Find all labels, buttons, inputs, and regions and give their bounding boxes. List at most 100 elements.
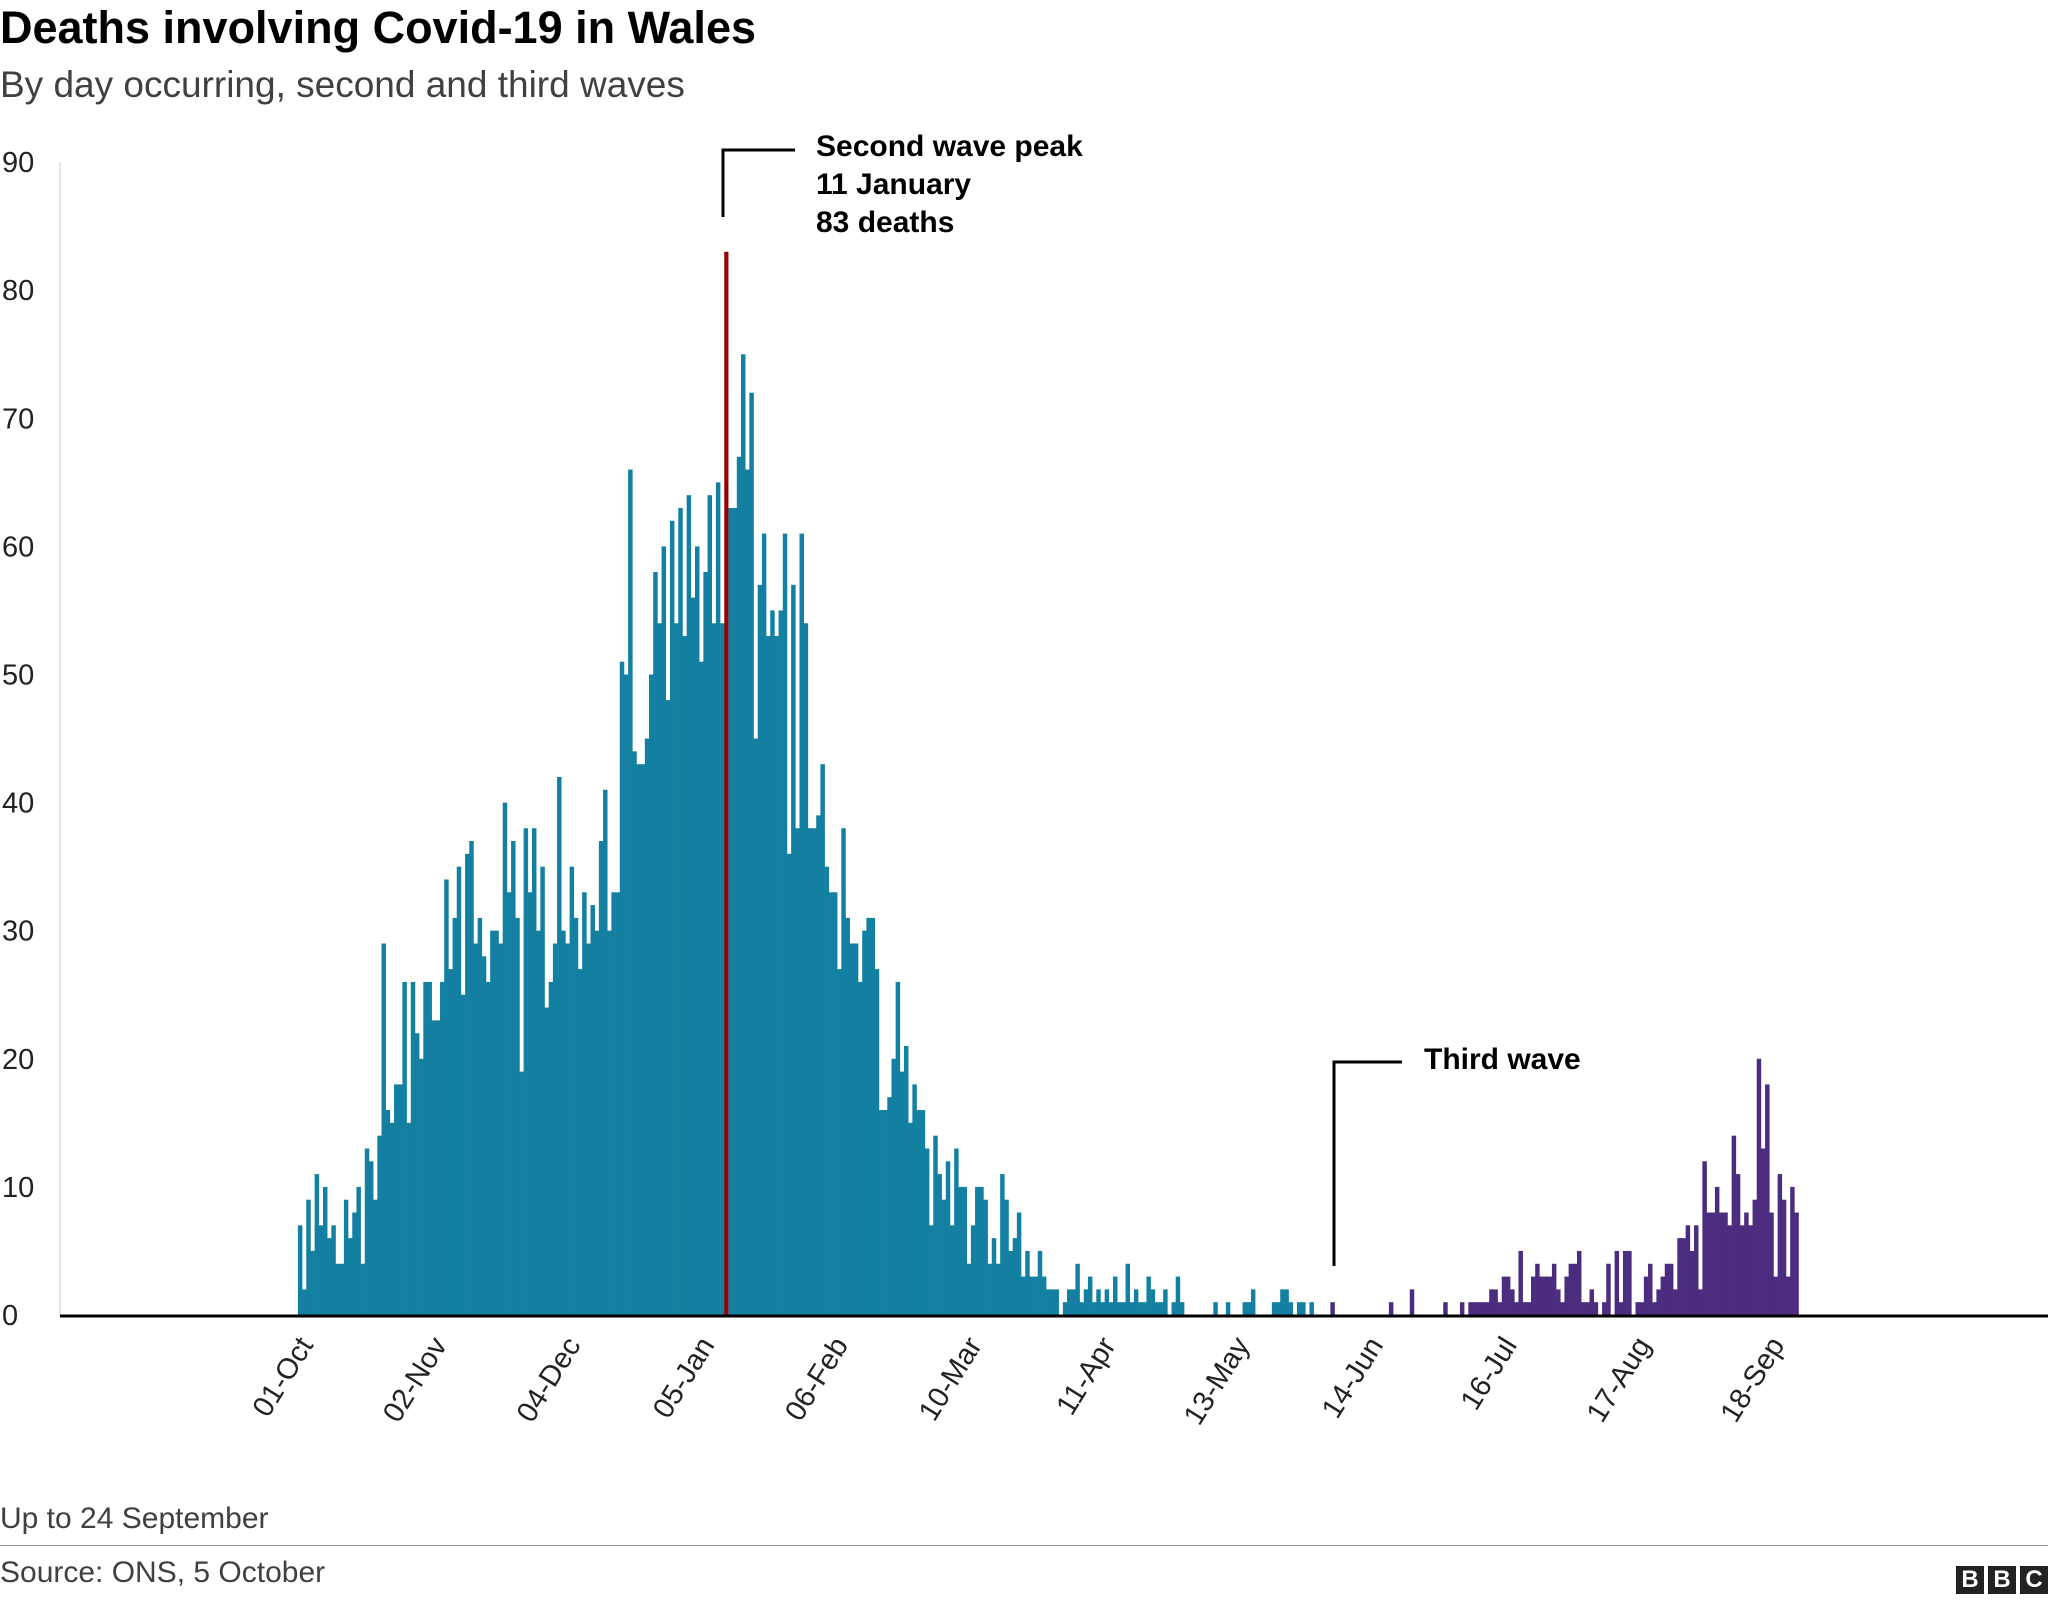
bar [414, 1033, 420, 1315]
bar [1409, 1289, 1415, 1315]
bar [669, 520, 675, 1315]
bar [870, 917, 876, 1315]
bar [327, 1238, 332, 1315]
bar [1309, 1302, 1314, 1315]
bar [1668, 1263, 1674, 1315]
bar [949, 1225, 955, 1315]
bar [594, 930, 600, 1315]
bar [410, 981, 416, 1315]
bar [1480, 1302, 1486, 1315]
bar [715, 482, 721, 1316]
bar [1288, 1302, 1294, 1315]
bar [1643, 1276, 1649, 1315]
bar [1100, 1302, 1105, 1315]
bar [427, 981, 432, 1315]
bar [1723, 1212, 1728, 1315]
bar [314, 1174, 320, 1315]
bar [1146, 1276, 1151, 1315]
x-tick-label: 06-Feb [779, 1332, 855, 1427]
bar [1301, 1302, 1306, 1315]
x-tick-label: 02-Nov [377, 1331, 454, 1428]
bar [1744, 1212, 1749, 1315]
bar [348, 1238, 353, 1315]
bar [736, 456, 742, 1316]
bar [557, 776, 562, 1315]
bar [636, 764, 641, 1315]
x-axis: 01-Oct 02-Nov 04-Dec 05-Jan 06-Feb 10-Mar 11-A… [60, 1314, 2048, 1431]
bar [665, 700, 671, 1315]
bar [1656, 1289, 1661, 1315]
bar [398, 1084, 403, 1315]
bar [1518, 1250, 1523, 1315]
bar [611, 892, 616, 1315]
bar [1489, 1289, 1494, 1315]
bar [1067, 1289, 1072, 1315]
bar [1681, 1238, 1686, 1315]
bar [916, 1110, 922, 1315]
bar [699, 661, 704, 1315]
bar [761, 533, 767, 1315]
bar [640, 764, 646, 1315]
bar [862, 930, 867, 1315]
bar [1108, 1302, 1114, 1315]
peak-annotation-text: Second wave peak [816, 130, 1083, 163]
bar [1179, 1302, 1185, 1315]
bar [1000, 1174, 1005, 1315]
bar [1037, 1250, 1043, 1315]
bar [460, 994, 466, 1315]
bar [1560, 1302, 1565, 1315]
bar [1572, 1263, 1578, 1315]
bar [373, 1199, 378, 1315]
y-axis: 0 10 20 30 40 50 60 70 80 90 [2, 147, 61, 1332]
source-text: Source: ONS, 5 October [0, 1556, 326, 1589]
bar [849, 943, 855, 1315]
x-tick-label: 16-Jul [1455, 1332, 1524, 1416]
y-tick-label: 70 [2, 403, 34, 435]
bar [1781, 1199, 1787, 1315]
x-tick-label: 10-Mar [913, 1331, 989, 1426]
bar [1752, 1199, 1758, 1315]
bar [552, 943, 558, 1315]
bar [795, 828, 800, 1315]
bar [1008, 1250, 1013, 1315]
bar [695, 546, 700, 1315]
bar [1531, 1276, 1536, 1315]
bar [824, 866, 830, 1315]
bar [306, 1199, 311, 1315]
bar [1648, 1263, 1653, 1315]
bar [757, 584, 763, 1315]
bar [565, 943, 570, 1315]
bar [519, 1071, 524, 1315]
bar [678, 507, 683, 1316]
bar [1785, 1276, 1791, 1315]
bar [481, 956, 487, 1315]
bar [753, 738, 758, 1315]
bar [1698, 1289, 1703, 1315]
bar [435, 1020, 441, 1315]
bar [924, 1148, 930, 1315]
bar [820, 764, 825, 1315]
bar [310, 1250, 315, 1315]
bar [933, 1135, 938, 1315]
bar [899, 1071, 905, 1315]
bar [297, 1225, 303, 1315]
bar [1096, 1289, 1101, 1315]
bar [615, 892, 621, 1315]
bar [1050, 1289, 1055, 1315]
bar [1250, 1289, 1256, 1315]
bar [1025, 1250, 1030, 1315]
bar [874, 969, 880, 1315]
bar [1213, 1302, 1218, 1315]
y-tick-label: 80 [2, 275, 34, 307]
bar [1071, 1289, 1076, 1315]
bar [623, 674, 629, 1315]
bar [904, 1045, 909, 1315]
bar [318, 1225, 324, 1315]
chart-title: Deaths involving Covid-19 in Wales [0, 2, 756, 53]
bar [807, 828, 813, 1315]
bar [548, 981, 554, 1315]
bar [1501, 1276, 1507, 1315]
footnote: Up to 24 September [0, 1502, 269, 1535]
bar [1522, 1302, 1528, 1315]
bar [448, 969, 453, 1315]
